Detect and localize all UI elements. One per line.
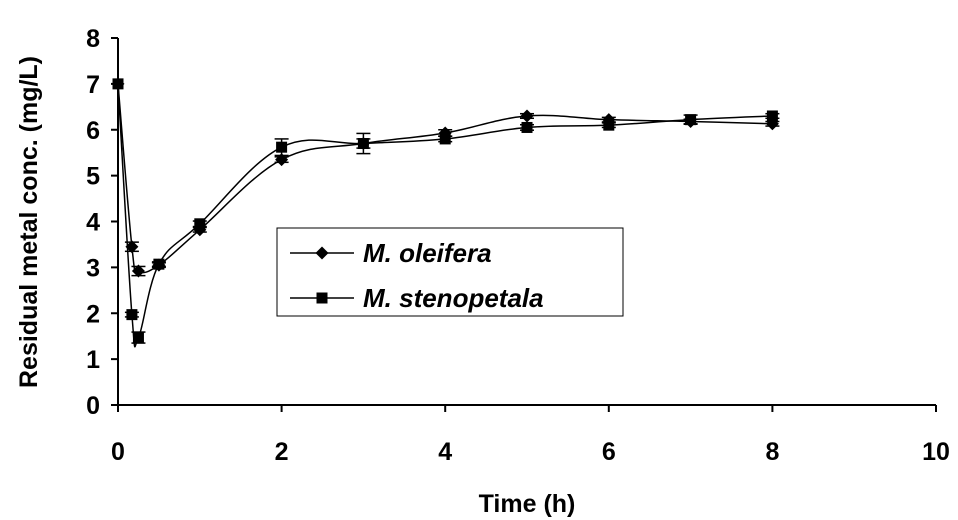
legend-box <box>276 227 624 317</box>
data-point <box>275 153 289 167</box>
data-point <box>194 218 206 230</box>
y-tick-label: 0 <box>86 392 100 420</box>
y-tick-label: 6 <box>86 117 100 145</box>
y-tick-label: 1 <box>86 346 100 374</box>
x-tick-label: 2 <box>275 438 289 466</box>
data-point <box>126 309 138 321</box>
series-2 <box>112 78 780 348</box>
data-point <box>603 119 615 131</box>
legend-marker <box>315 246 329 260</box>
data-point <box>521 121 533 133</box>
x-tick-label: 0 <box>111 438 125 466</box>
y-tick-label: 8 <box>86 25 100 53</box>
y-tick-label: 7 <box>86 71 100 99</box>
x-tick-label: 8 <box>765 438 779 466</box>
x-tick-label: 6 <box>602 438 616 466</box>
data-point <box>125 240 139 254</box>
data-point <box>153 258 165 270</box>
data-point <box>112 78 124 90</box>
data-point <box>520 109 534 123</box>
y-axis-title: Residual metal conc. (mg/L) <box>15 56 43 388</box>
legend-label: M. oleifera <box>363 238 492 268</box>
data-point <box>766 110 778 122</box>
x-tick-label: 4 <box>438 438 452 466</box>
x-tick-label: 10 <box>922 438 950 466</box>
x-axis-title: Time (h) <box>479 490 576 518</box>
legend-label: M. stenopetala <box>363 283 544 313</box>
y-tick-label: 5 <box>86 163 100 191</box>
legend-marker <box>316 292 328 304</box>
series-layer <box>111 77 780 348</box>
data-point <box>276 141 288 153</box>
axes: 0 1 2 3 4 5 6 7 8 0 2 4 6 8 10 <box>86 25 950 466</box>
data-point <box>357 138 369 150</box>
y-tick-label: 2 <box>86 300 100 328</box>
data-point <box>439 133 451 145</box>
y-tick-label: 4 <box>86 209 100 237</box>
data-point <box>132 332 144 344</box>
y-tick-label: 3 <box>86 254 100 282</box>
data-point <box>131 264 145 278</box>
data-point <box>685 114 697 126</box>
legend: M. oleifera M. stenopetala <box>276 227 624 317</box>
